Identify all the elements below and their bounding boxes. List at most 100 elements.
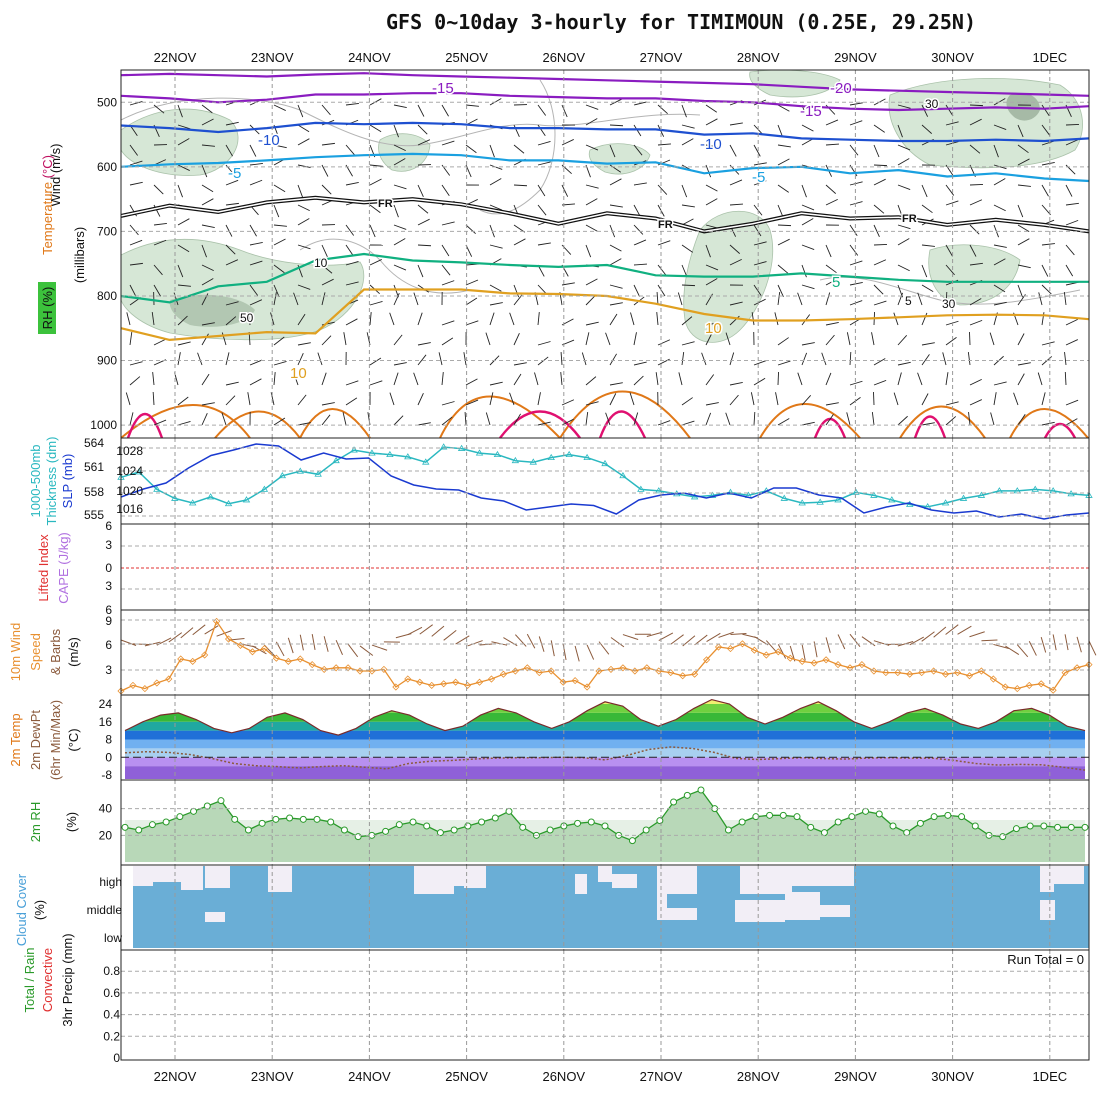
upper-barb-77 bbox=[1017, 124, 1024, 138]
upper-barb-547 bbox=[777, 360, 791, 366]
upper-barb-588 bbox=[797, 372, 803, 386]
rh2m-point-46 bbox=[752, 813, 760, 821]
upper-barb-674 bbox=[945, 416, 957, 426]
upper-barb-346 bbox=[753, 261, 767, 266]
rh2m-point-11 bbox=[272, 815, 280, 823]
upper-barb-0 bbox=[129, 100, 143, 106]
upper-barb-577 bbox=[534, 372, 539, 386]
upper-barb-449 bbox=[345, 318, 358, 326]
thickness-point-40 bbox=[834, 496, 842, 503]
isotherm-label-9: FR bbox=[902, 213, 917, 225]
thickness-point-26 bbox=[583, 453, 591, 461]
upper-barb-9 bbox=[345, 102, 359, 106]
upper-barb-504 bbox=[705, 333, 713, 346]
isotherm-label-12: 10 bbox=[290, 365, 307, 382]
upper-barb-266 bbox=[753, 224, 762, 237]
upper-barb-538 bbox=[560, 352, 563, 366]
wind-label-1-part: 10m Wind bbox=[8, 623, 23, 682]
thick-label-1: 1000-500mb bbox=[28, 445, 43, 518]
upper-barb-147 bbox=[777, 158, 790, 166]
upper-barb-225 bbox=[729, 203, 743, 206]
upper-barb-292 bbox=[417, 244, 432, 247]
upper-barb-75 bbox=[969, 118, 982, 126]
upper-barb-460 bbox=[609, 313, 618, 326]
isotherm-label-4: -10 bbox=[700, 136, 722, 153]
upper-barb-220 bbox=[609, 204, 623, 208]
thickness-point-46 bbox=[941, 499, 950, 506]
upper-barb-35 bbox=[969, 104, 984, 107]
upper-barb-199 bbox=[1065, 184, 1073, 197]
upper-barb-183 bbox=[681, 184, 688, 198]
rh2m-point-45 bbox=[738, 818, 746, 826]
upper-barb-259 bbox=[585, 224, 598, 232]
rh-label-2-part: (%) bbox=[64, 812, 79, 832]
upper-barb-173 bbox=[441, 184, 450, 197]
thickness-point-18 bbox=[439, 443, 448, 450]
upper-barb-516 bbox=[989, 332, 995, 346]
rh2m-point-2 bbox=[148, 821, 156, 829]
rh2m-point-35 bbox=[601, 822, 609, 830]
rh2m-point-69 bbox=[1067, 823, 1075, 831]
cloud-label-2-part: (%) bbox=[32, 900, 47, 920]
slp-line bbox=[120, 443, 1090, 520]
upper-barb-455 bbox=[489, 312, 495, 326]
cloud-clear-9 bbox=[598, 866, 612, 882]
upper-barb-497 bbox=[537, 341, 551, 346]
upper-barb-666 bbox=[753, 411, 756, 426]
upper-barb-207 bbox=[297, 204, 310, 212]
upper-barb-3 bbox=[201, 104, 213, 114]
rh2m-point-56 bbox=[889, 822, 897, 830]
upper-barb-426 bbox=[753, 298, 766, 306]
rh2m-point-33 bbox=[574, 819, 582, 827]
upper-barb-111 bbox=[873, 144, 880, 158]
upper-barb-667 bbox=[777, 418, 790, 426]
wind10m-barb-36 bbox=[550, 640, 555, 657]
upper-barb-647 bbox=[297, 422, 311, 426]
upper-barb-326 bbox=[273, 264, 285, 274]
upper-barb-590 bbox=[849, 380, 863, 386]
upper-barb-531 bbox=[393, 362, 407, 366]
precip-tick-2: 0.4 bbox=[103, 1008, 120, 1022]
temp-label-4: (°C) bbox=[66, 728, 81, 751]
wind10m-speed-point-11 bbox=[248, 648, 257, 656]
rh2m-point-38 bbox=[642, 826, 650, 834]
upper-barb-661 bbox=[633, 412, 639, 426]
rh2m-point-14 bbox=[313, 815, 321, 823]
upper-barb-517 bbox=[1017, 333, 1025, 346]
upper-barb-617 bbox=[537, 392, 541, 406]
upper-barb-676 bbox=[990, 412, 995, 426]
upper-barb-275 bbox=[969, 224, 980, 235]
upper-barb-71 bbox=[873, 124, 885, 133]
wind10m-speed-point-58 bbox=[810, 659, 818, 667]
upper-barb-576 bbox=[513, 373, 522, 386]
upper-barb-658 bbox=[561, 418, 574, 426]
upper-barb-56 bbox=[513, 124, 520, 138]
upper-barb-195 bbox=[969, 183, 984, 186]
upper-barb-452 bbox=[417, 312, 423, 326]
upper-barb-328 bbox=[321, 264, 333, 274]
li-label-part: Lifted Index bbox=[36, 534, 51, 602]
upper-barb-515 bbox=[969, 331, 971, 346]
upper-barb-284 bbox=[225, 244, 236, 255]
rh2m-point-31 bbox=[546, 826, 554, 834]
temp-20-contour-1 bbox=[499, 410, 581, 439]
precip-tick-3: 0.2 bbox=[103, 1029, 120, 1043]
upper-barb-193 bbox=[921, 184, 928, 198]
upper-barb-238 bbox=[1041, 204, 1051, 216]
upper-barb-349 bbox=[825, 264, 837, 274]
thickness-point-6 bbox=[224, 499, 233, 507]
upper-barb-440 bbox=[126, 312, 131, 326]
upper-barb-79 bbox=[1065, 123, 1080, 126]
upper-barb-665 bbox=[725, 412, 731, 426]
upper-barb-307 bbox=[777, 238, 790, 246]
upper-barb-584 bbox=[705, 374, 715, 386]
upper-barb-237 bbox=[1017, 204, 1024, 218]
rh-label-1-part: 2m RH bbox=[28, 802, 43, 842]
upper-barb-679 bbox=[1065, 418, 1078, 426]
wind10m-barb-6 bbox=[192, 624, 206, 636]
cape-label-part: CAPE (J/kg) bbox=[56, 532, 71, 604]
upper-barb-316 bbox=[993, 244, 1007, 248]
upper-barb-592 bbox=[897, 372, 902, 386]
upper-barb-461 bbox=[630, 312, 635, 326]
wind-label-4-part: (m/s) bbox=[66, 637, 81, 667]
